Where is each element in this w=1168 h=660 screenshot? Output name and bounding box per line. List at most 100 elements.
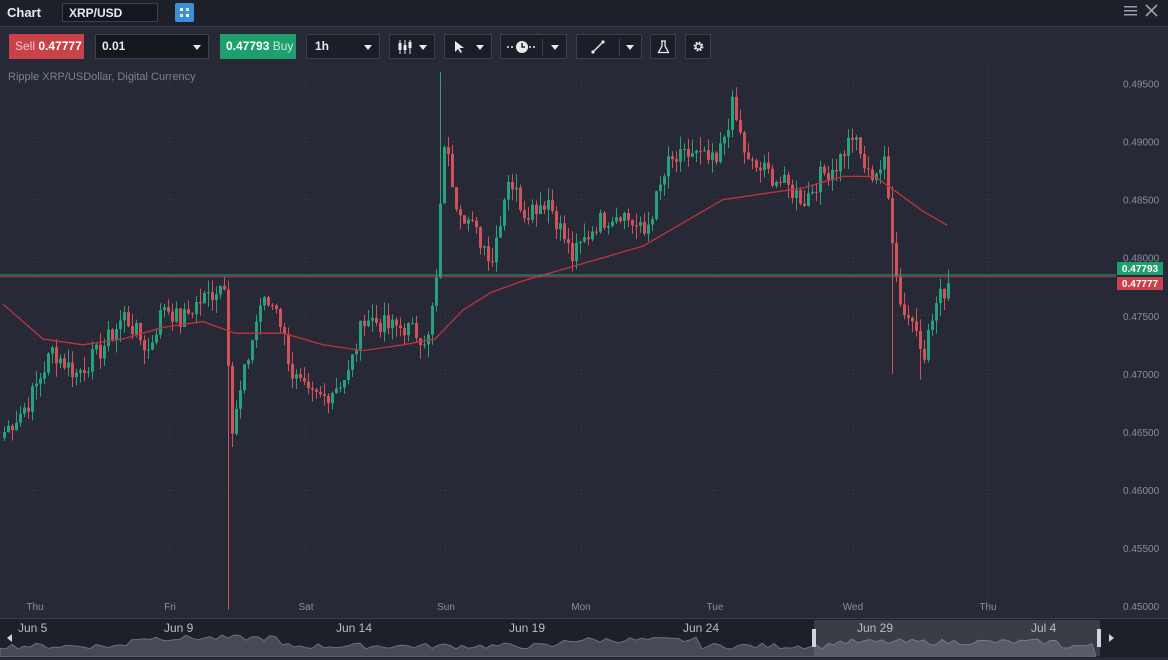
candle-body: [387, 315, 390, 329]
navigator-date-label: Jul 4: [1031, 621, 1057, 635]
time-tick-label: Sat: [298, 602, 313, 613]
candle-body: [163, 307, 166, 311]
price-chart[interactable]: Ripple XRP/USDollar, Digital Currency 0.…: [0, 66, 1168, 618]
navigator-date-label: Jun 24: [683, 621, 719, 635]
buy-label: Buy: [272, 39, 294, 53]
candle-body: [903, 304, 906, 316]
navigator-left-handle[interactable]: [812, 629, 816, 647]
candle-body: [743, 132, 746, 153]
candle-body: [75, 372, 78, 378]
candle-body: [671, 156, 674, 160]
candle-body: [43, 372, 46, 379]
chevron-down-icon: [476, 45, 484, 50]
candle-body: [663, 176, 666, 185]
candle-body: [487, 246, 490, 262]
time-tick-label: Sun: [437, 602, 455, 613]
candle-body: [143, 340, 146, 351]
buy-price: 0.47793: [226, 39, 270, 53]
candle-body: [623, 212, 626, 222]
candle-body: [627, 212, 630, 221]
candle-body: [295, 374, 298, 379]
buy-price-tag-label: 0.47793: [1122, 264, 1159, 275]
candle-body: [791, 184, 794, 199]
sell-price-tag-label: 0.47777: [1122, 279, 1159, 290]
candle-body: [811, 191, 814, 194]
candle-body: [631, 220, 634, 226]
candle-body: [311, 388, 314, 390]
chevron-down-icon: [419, 45, 427, 50]
quantity-select[interactable]: 0.01: [95, 34, 209, 59]
candle-body: [543, 205, 546, 210]
flask-icon: [657, 40, 670, 54]
cursor-tool-select[interactable]: [444, 34, 492, 59]
candle-body: [71, 362, 74, 378]
settings-button[interactable]: [685, 34, 711, 59]
candle-body: [859, 137, 862, 154]
candle-body: [855, 137, 858, 140]
scroll-left-icon[interactable]: [7, 634, 12, 642]
timeframe-select[interactable]: 1h: [306, 34, 380, 59]
candle-body: [883, 156, 886, 170]
time-tick-label: Wed: [843, 602, 863, 613]
close-icon[interactable]: [1145, 4, 1158, 20]
candle-body: [271, 305, 274, 307]
chart-type-select[interactable]: [389, 34, 435, 59]
candle-body: [403, 328, 406, 336]
buy-button[interactable]: 0.47793 Buy: [220, 34, 296, 59]
candle-body: [763, 162, 766, 171]
candle-body: [23, 407, 26, 414]
navigator-date-label: Jun 19: [509, 621, 545, 635]
candle-body: [695, 150, 698, 154]
candle-body: [195, 301, 198, 315]
symbol-input[interactable]: XRP/USD: [62, 3, 158, 22]
candle-body: [215, 294, 218, 301]
price-tick-label: 0.48500: [1123, 196, 1160, 207]
candle-body: [91, 349, 94, 372]
scroll-right-icon[interactable]: [1109, 634, 1114, 642]
navigator-bar[interactable]: Jun 5 Jun 9 Jun 14 Jun 19 Jun 24 Jun 29 Jul 4: [0, 618, 1168, 658]
navigator-overview: Jun 5 Jun 9 Jun 14 Jun 19 Jun 24 Jun 29 Jul 4: [0, 620, 1114, 658]
crosshair-tool-select[interactable]: [500, 34, 567, 59]
candle-body: [327, 395, 330, 404]
candle-body: [183, 309, 186, 328]
candle-body: [519, 187, 522, 211]
sell-button[interactable]: Sell 0.47777: [9, 34, 84, 59]
navigator-window[interactable]: [814, 620, 1100, 656]
candle-body: [287, 333, 290, 365]
candle-body: [87, 371, 90, 373]
candle-body: [911, 317, 914, 322]
candle-body: [687, 148, 690, 157]
candle-body: [715, 152, 718, 162]
candle-body: [39, 378, 42, 384]
candle-body: [935, 303, 938, 321]
candle-body: [471, 219, 474, 221]
candle-body: [375, 317, 378, 323]
menu-icon[interactable]: [1124, 4, 1137, 20]
navigator-right-handle[interactable]: [1097, 629, 1101, 647]
candle-body: [943, 288, 946, 299]
price-axis: 0.49500 0.49000 0.48500 0.48000 0.47500 0.470…: [1123, 79, 1160, 613]
candle-body: [267, 297, 270, 306]
chevron-down-icon: [626, 45, 634, 50]
candle-body: [167, 307, 170, 312]
price-tick-label: 0.46000: [1123, 486, 1160, 497]
candle-body: [639, 222, 642, 226]
candle-body: [887, 156, 890, 199]
candle-body: [179, 308, 182, 328]
candle-body: [747, 152, 750, 160]
candle-body: [555, 211, 558, 230]
buy-price-tag: 0.47793: [1117, 262, 1163, 275]
candle-body: [307, 381, 310, 389]
candle-body: [739, 120, 742, 133]
candle-body: [783, 174, 786, 183]
drawing-tool-select[interactable]: [576, 34, 642, 59]
link-icon[interactable]: [175, 3, 194, 22]
candle-body: [535, 204, 538, 215]
indicators-button[interactable]: [650, 34, 676, 59]
candle-body: [611, 221, 614, 227]
candle-body: [779, 182, 782, 184]
candle-body: [319, 391, 322, 395]
candle-body: [191, 313, 194, 315]
candle-body: [483, 246, 486, 248]
candle-body: [359, 320, 362, 350]
